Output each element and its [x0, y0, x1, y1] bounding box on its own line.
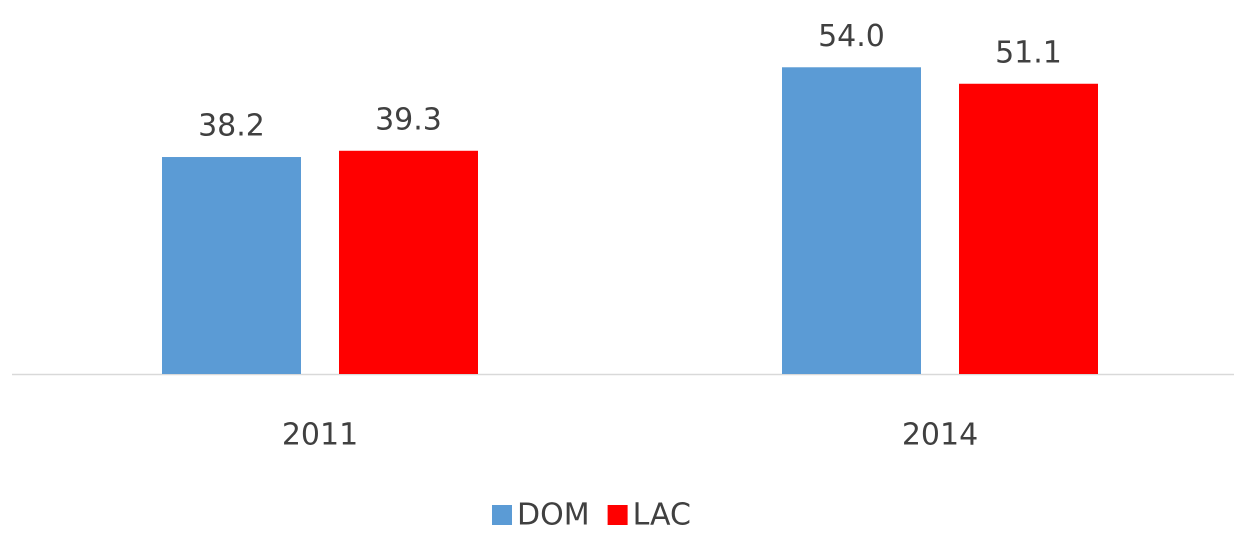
x-tick-label: 2014 — [902, 418, 978, 453]
x-tick-label: 2011 — [282, 418, 358, 453]
data-label: 38.2 — [198, 109, 265, 144]
bar — [959, 83, 1098, 374]
bar — [782, 67, 921, 374]
bar — [339, 150, 478, 374]
legend-swatch — [607, 505, 628, 525]
data-label: 51.1 — [995, 35, 1062, 70]
legend-label: LAC — [633, 498, 691, 533]
legend-swatch — [492, 505, 512, 525]
bar — [162, 157, 301, 374]
legend-label: DOM — [517, 498, 590, 533]
data-label: 39.3 — [375, 102, 442, 137]
data-label: 54.0 — [818, 19, 885, 54]
